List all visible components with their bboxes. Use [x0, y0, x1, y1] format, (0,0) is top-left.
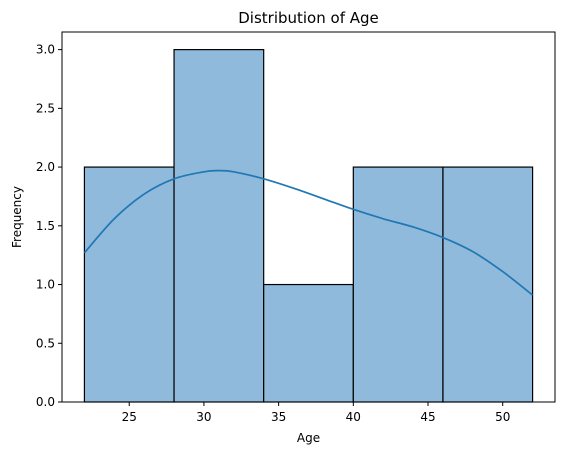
- x-tick-label: 40: [346, 410, 361, 424]
- y-axis-ticks: 0.0 0.5 1.0 1.5 2.0 2.5 3.0: [36, 43, 62, 409]
- x-tick-label: 45: [420, 410, 435, 424]
- histogram-bar: [173, 49, 265, 403]
- plot-frame: [61, 31, 556, 403]
- y-tick-label: 1.0: [36, 278, 55, 292]
- kde-curve: [83, 169, 534, 296]
- y-axis-label: Frequency: [10, 186, 24, 248]
- histogram-bar: [83, 166, 175, 403]
- histogram-bar: [352, 166, 444, 403]
- chart-title: Distribution of Age: [238, 9, 379, 27]
- histogram-bars: [83, 49, 534, 403]
- x-tick-label: 50: [495, 410, 510, 424]
- y-tick-label: 0.5: [36, 336, 55, 350]
- y-tick-label: 3.0: [36, 43, 55, 57]
- y-tick-label: 2.5: [36, 101, 55, 115]
- x-tick-label: 35: [271, 410, 286, 424]
- x-axis-ticks: 25 30 35 40 45 50: [122, 402, 510, 424]
- y-tick-label: 1.5: [36, 219, 55, 233]
- x-axis-label: Age: [297, 431, 320, 445]
- histogram-bar: [442, 166, 534, 403]
- y-tick-label: 2.0: [36, 160, 55, 174]
- y-tick-label: 0.0: [36, 395, 55, 409]
- x-tick-label: 25: [122, 410, 137, 424]
- x-tick-label: 30: [196, 410, 211, 424]
- histogram-bar: [263, 283, 354, 403]
